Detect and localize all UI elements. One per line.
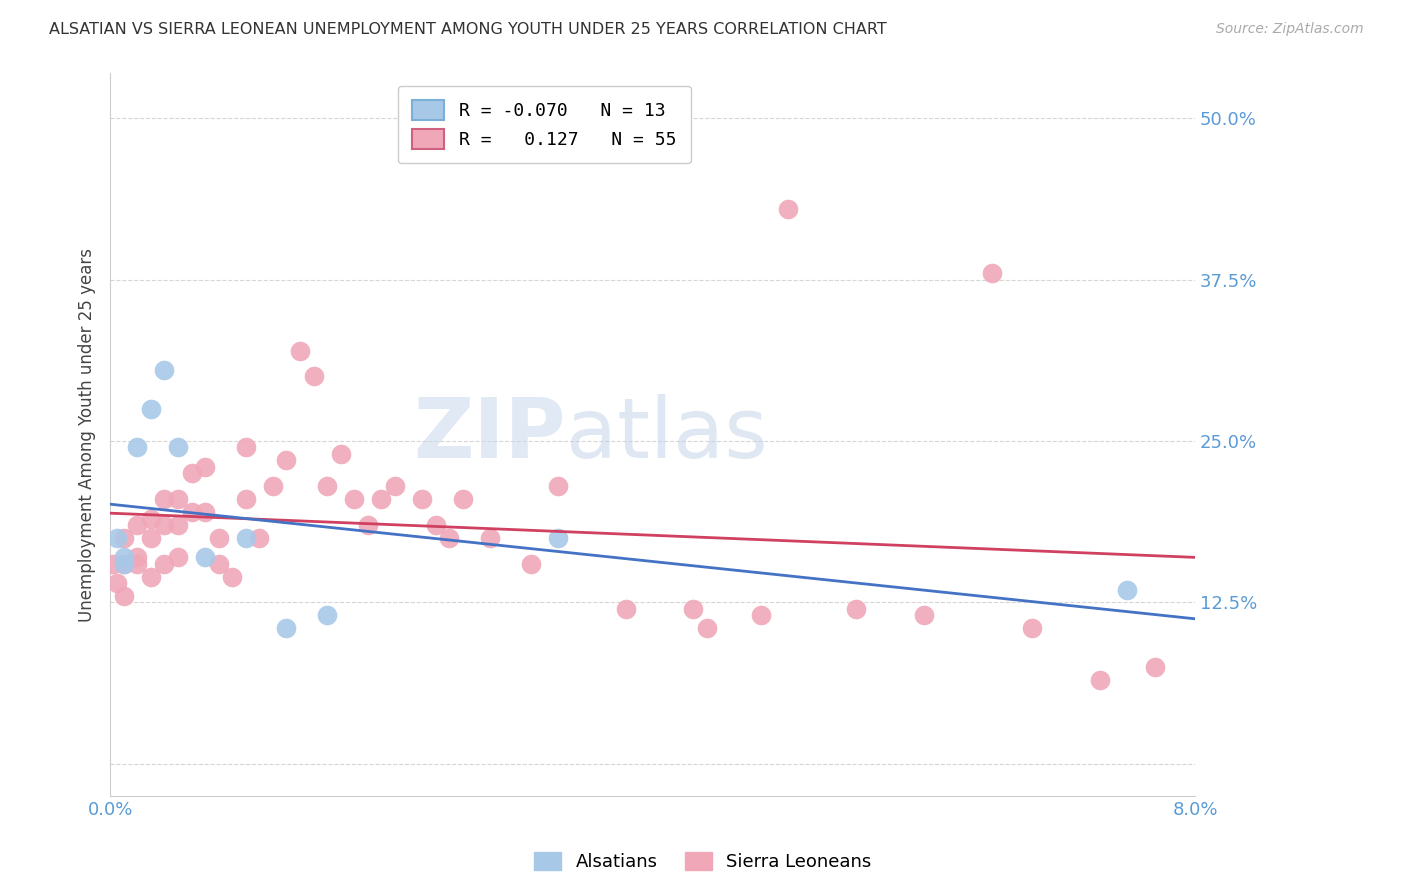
Point (425, 518, 447, 533)
Point (980, 266, 1002, 280)
Point (180, 467, 202, 481)
Point (912, 608, 935, 623)
Point (153, 363, 176, 377)
Point (411, 492, 433, 507)
Point (153, 557, 176, 571)
Point (139, 511, 162, 525)
Point (112, 557, 135, 571)
Point (127, 550, 149, 565)
Point (682, 602, 704, 616)
Point (1090, 673, 1112, 687)
Point (696, 621, 718, 635)
Point (302, 369, 325, 384)
Point (1116, 582, 1139, 597)
Point (547, 479, 569, 493)
Point (1143, 660, 1166, 674)
Point (276, 621, 298, 635)
Point (127, 441, 149, 455)
Y-axis label: Unemployment Among Youth under 25 years: Unemployment Among Youth under 25 years (79, 248, 96, 622)
Text: Source: ZipAtlas.com: Source: ZipAtlas.com (1216, 22, 1364, 37)
Point (778, 202, 800, 216)
Point (235, 441, 257, 455)
Point (439, 531, 461, 545)
Point (845, 602, 868, 616)
Point (547, 531, 569, 545)
Point (329, 447, 352, 461)
Point (451, 492, 474, 507)
Point (288, 343, 311, 358)
Point (153, 518, 176, 533)
Point (105, 531, 128, 545)
Point (127, 557, 149, 571)
Point (139, 569, 162, 583)
Point (112, 550, 135, 565)
Point (180, 505, 202, 519)
Point (357, 518, 380, 533)
Point (167, 441, 190, 455)
Point (519, 557, 541, 571)
Text: atlas: atlas (565, 394, 768, 475)
Point (316, 608, 339, 623)
Point (316, 479, 339, 493)
Point (614, 602, 637, 616)
Point (112, 531, 135, 545)
Point (276, 453, 298, 467)
Point (167, 492, 190, 507)
Point (235, 531, 257, 545)
Point (167, 518, 190, 533)
Legend: R = -0.070   N = 13, R =   0.127   N = 55: R = -0.070 N = 13, R = 0.127 N = 55 (398, 86, 690, 163)
Point (105, 576, 128, 591)
Point (221, 569, 243, 583)
Point (749, 608, 772, 623)
Point (235, 492, 257, 507)
Point (101, 557, 124, 571)
Point (139, 531, 162, 545)
Point (167, 550, 190, 565)
Point (262, 479, 284, 493)
Legend: Alsatians, Sierra Leoneans: Alsatians, Sierra Leoneans (527, 845, 879, 879)
Point (112, 589, 135, 603)
Point (247, 531, 270, 545)
Point (127, 518, 149, 533)
Point (478, 531, 501, 545)
Point (208, 531, 231, 545)
Point (153, 492, 176, 507)
Point (194, 550, 217, 565)
Point (139, 401, 162, 416)
Text: ALSATIAN VS SIERRA LEONEAN UNEMPLOYMENT AMONG YOUTH UNDER 25 YEARS CORRELATION C: ALSATIAN VS SIERRA LEONEAN UNEMPLOYMENT … (49, 22, 887, 37)
Point (370, 492, 392, 507)
Point (194, 505, 217, 519)
Text: ZIP: ZIP (413, 394, 565, 475)
Point (343, 492, 366, 507)
Point (384, 479, 406, 493)
Point (194, 459, 217, 474)
Point (208, 557, 231, 571)
Point (1021, 621, 1043, 635)
Point (112, 557, 135, 571)
